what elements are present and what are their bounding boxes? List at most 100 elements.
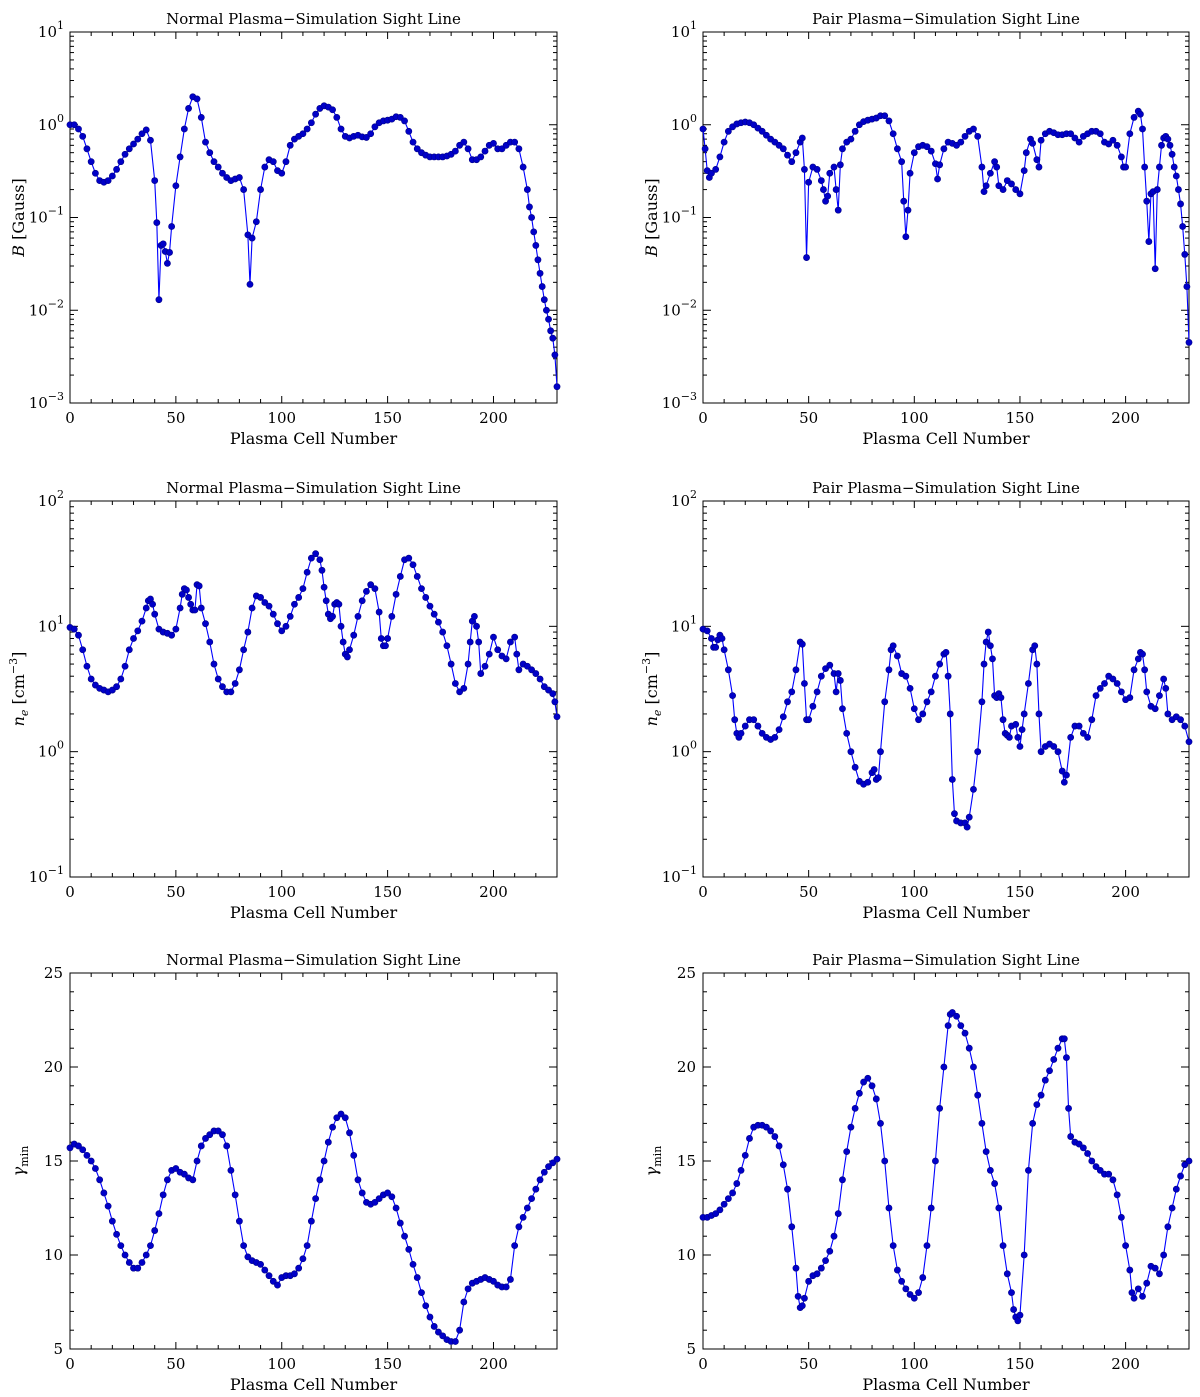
data-point — [134, 1264, 142, 1272]
y-tick-label: 10 — [677, 1246, 696, 1264]
data-point — [108, 1217, 116, 1225]
data-point — [235, 1217, 243, 1225]
plot-frame — [702, 31, 1190, 404]
data-point — [864, 1074, 872, 1082]
data-point — [1185, 1157, 1193, 1165]
data-point — [762, 131, 770, 139]
plot-frame — [702, 972, 1190, 1350]
data-point — [197, 604, 205, 612]
data-point — [219, 169, 226, 177]
data-point — [1058, 767, 1066, 775]
data-point — [83, 1151, 91, 1159]
data-point — [986, 642, 994, 650]
data-point — [902, 672, 910, 680]
data-point — [456, 1326, 463, 1334]
data-point — [235, 666, 243, 674]
data-point — [187, 600, 195, 608]
data-point — [396, 573, 404, 580]
data-point — [703, 627, 711, 635]
data-point — [936, 161, 944, 169]
data-point — [206, 1131, 214, 1139]
data-point — [792, 1264, 800, 1272]
data-point — [261, 163, 269, 171]
data-point — [371, 123, 379, 131]
data-point — [1003, 1270, 1011, 1278]
data-point — [948, 1009, 956, 1016]
data-point — [422, 1302, 430, 1310]
data-point — [329, 106, 336, 114]
data-point — [460, 138, 468, 146]
data-point — [1183, 283, 1191, 290]
data-point — [335, 600, 343, 608]
data-point — [466, 638, 474, 646]
data-point — [805, 1277, 813, 1285]
data-point — [358, 597, 366, 605]
data-point — [826, 661, 834, 669]
data-point — [257, 186, 264, 193]
data-point — [70, 625, 78, 633]
data-point — [1117, 1214, 1125, 1221]
data-point — [1079, 729, 1087, 737]
data-point — [1060, 1035, 1068, 1043]
data-point — [902, 1285, 910, 1293]
data-point — [375, 608, 383, 616]
y-tick-label: 101 — [671, 19, 697, 41]
data-point — [1151, 265, 1159, 273]
data-point — [193, 95, 201, 103]
data-point — [350, 1151, 358, 1159]
y-tick-label: 10 — [44, 1246, 63, 1264]
data-point — [341, 1114, 349, 1122]
data-point — [1177, 200, 1184, 208]
data-point — [1164, 135, 1172, 143]
data-point — [278, 169, 286, 177]
data-point — [1033, 1101, 1041, 1108]
series-line — [69, 552, 558, 717]
data-point — [1041, 1076, 1049, 1084]
data-point — [286, 613, 294, 620]
data-point — [532, 1185, 540, 1193]
data-point — [197, 114, 205, 121]
data-point — [235, 174, 243, 181]
data-point — [430, 1323, 438, 1330]
data-point — [142, 604, 150, 612]
data-point — [980, 660, 988, 668]
data-point — [523, 186, 531, 193]
x-axis-label: Plasma Cell Number — [862, 1375, 1030, 1394]
data-point — [430, 610, 438, 618]
data-point — [1063, 1054, 1070, 1061]
data-point — [1014, 1317, 1022, 1325]
data-point — [885, 117, 893, 125]
data-point — [551, 698, 559, 706]
data-point — [775, 1142, 783, 1150]
data-point — [927, 1204, 935, 1212]
data-point — [75, 1142, 82, 1150]
data-point — [197, 1142, 205, 1150]
data-point — [223, 1142, 231, 1150]
data-point — [1016, 1311, 1024, 1319]
data-point — [902, 233, 910, 241]
data-point — [1156, 1270, 1163, 1278]
data-point — [248, 234, 256, 242]
data-point — [1018, 726, 1026, 733]
data-point — [951, 810, 958, 818]
x-tick-label: 100 — [267, 1355, 296, 1373]
data-point — [851, 1104, 859, 1112]
data-point — [511, 138, 519, 146]
data-point — [392, 590, 400, 598]
data-point — [1151, 1264, 1159, 1272]
data-point — [227, 688, 235, 696]
data-point — [155, 1210, 163, 1218]
data-point — [176, 604, 184, 612]
data-point — [481, 147, 489, 155]
data-point — [1177, 1172, 1184, 1180]
x-tick-label: 50 — [166, 883, 185, 901]
data-point — [451, 680, 459, 687]
data-point — [708, 169, 715, 177]
data-point — [439, 1332, 447, 1340]
data-point — [1122, 163, 1130, 171]
x-tick-label: 0 — [698, 883, 708, 901]
data-point — [163, 1176, 171, 1184]
data-point — [860, 1078, 867, 1086]
data-point — [1033, 156, 1041, 164]
data-point — [1008, 180, 1015, 188]
